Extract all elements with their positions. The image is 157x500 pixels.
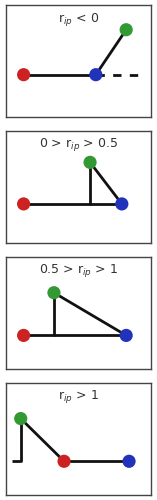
Text: r$_{ip}$ > 1: r$_{ip}$ > 1 [58, 388, 99, 405]
Point [22, 200, 25, 208]
Point [89, 158, 91, 166]
Text: r$_{ip}$ < 0: r$_{ip}$ < 0 [58, 10, 99, 28]
Point [19, 414, 22, 422]
Point [121, 200, 123, 208]
Point [22, 332, 25, 340]
Point [95, 70, 97, 78]
Point [125, 26, 127, 34]
Point [22, 70, 25, 78]
Point [125, 332, 127, 340]
Text: 0 > r$_{ip}$ > 0.5: 0 > r$_{ip}$ > 0.5 [39, 136, 118, 154]
Point [53, 288, 55, 296]
Point [128, 458, 130, 466]
Text: 0.5 > r$_{ip}$ > 1: 0.5 > r$_{ip}$ > 1 [39, 262, 118, 280]
Point [63, 458, 65, 466]
